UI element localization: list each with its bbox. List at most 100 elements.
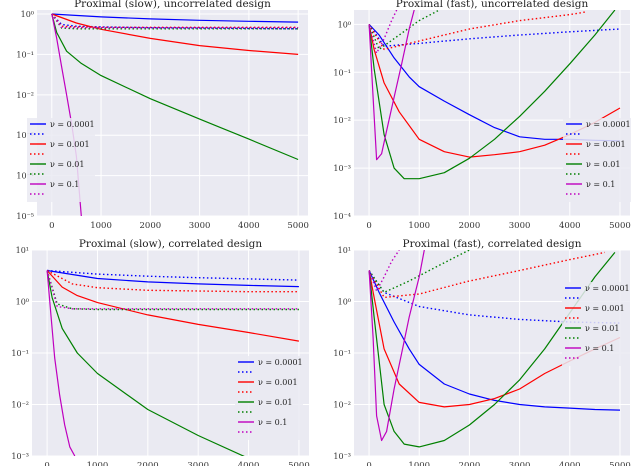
x-tick-label: 5000 (288, 461, 310, 466)
x-tick-label: 3000 (189, 221, 211, 231)
x-tick-label: 2000 (137, 461, 159, 466)
series-line-5 (46, 270, 245, 456)
series-line-1 (47, 269, 299, 288)
legend-label: ν = 0.01 (585, 324, 619, 333)
x-tick-label: 4000 (238, 461, 260, 466)
y-tick-label: 10⁻¹ (333, 68, 351, 77)
series-line-2 (51, 13, 299, 30)
x-tick-label: 0 (366, 221, 371, 231)
legend-label: ν = 0.0001 (258, 358, 303, 367)
x-tick-label: 2000 (140, 221, 162, 231)
legend: ν = 0.0001 ν = 0.001 ν = 0.01 ν = 0.1 (235, 356, 303, 440)
series-line-4 (368, 11, 585, 51)
y-tick-label: 10⁻² (16, 91, 34, 100)
y-tick-label: 10⁻¹ (333, 349, 351, 358)
legend-background (563, 118, 631, 202)
series-line-4 (368, 251, 606, 299)
y-tick-label: 10⁻³ (16, 131, 34, 140)
y-tick-label: 10⁻⁵ (16, 212, 34, 221)
x-tick-label: 1000 (408, 461, 430, 466)
x-tick-label: 1000 (90, 221, 112, 231)
legend-label: ν = 0.01 (586, 160, 620, 169)
x-tick-label: 3000 (509, 461, 531, 466)
legend-label: ν = 0.001 (258, 378, 298, 387)
legend-label: ν = 0.1 (258, 418, 287, 427)
series-line-6 (46, 270, 299, 311)
legend-label: ν = 0.1 (586, 180, 615, 189)
y-tick-label: 10⁻³ (333, 452, 351, 461)
y-tick-label: 10⁻³ (333, 164, 351, 173)
y-tick-label: 10⁰ (16, 298, 29, 307)
y-tick-label: 10⁻³ (11, 452, 29, 461)
series-line-8 (51, 13, 299, 29)
chart-panel-3: Proximal (slow), correlated design 0 1000 2… (11, 238, 310, 470)
legend-label: ν = 0.001 (50, 140, 90, 149)
x-tick-label: 1000 (408, 221, 430, 231)
x-tick-label: 4000 (238, 221, 260, 231)
x-tick-label: 1000 (87, 461, 109, 466)
y-tick-label: 10⁻¹ (16, 50, 34, 59)
x-tick-label: 4000 (559, 461, 581, 466)
legend-label: ν = 0.0001 (50, 120, 95, 129)
legend-label: ν = 0.01 (50, 160, 84, 169)
legend-label: ν = 0.001 (585, 304, 625, 313)
x-tick-label: 3000 (509, 221, 531, 231)
y-tick-label: 10¹ (16, 246, 29, 255)
x-tick-label: 4000 (559, 221, 581, 231)
x-tick-label: 2000 (459, 461, 481, 466)
series-line-4 (46, 269, 299, 293)
series-line-2 (368, 24, 621, 47)
x-tick-label: 0 (49, 221, 54, 231)
y-tick-label: 10⁰ (21, 10, 34, 19)
chart-panel-4: Proximal (fast), correlated design 0 1000 2… (333, 238, 631, 470)
y-tick-label: 10⁻⁴ (16, 172, 34, 181)
legend-label: ν = 0.0001 (585, 284, 630, 293)
legend-label: ν = 0.1 (50, 180, 79, 189)
legend: ν = 0.0001 ν = 0.001 ν = 0.01 ν = 0.1 (563, 118, 631, 202)
series-line-8 (46, 270, 299, 310)
y-tick-label: 10⁻² (333, 116, 351, 125)
series-line-3 (46, 270, 300, 342)
series-line-6 (368, 250, 470, 294)
y-tick-label: 10⁻² (11, 401, 29, 410)
y-tick-label: 10¹ (338, 246, 351, 255)
series-line-6 (51, 13, 299, 30)
x-tick-label: 0 (44, 461, 49, 466)
legend-label: ν = 0.1 (585, 344, 614, 353)
chart-title: Proximal (fast), uncorrelated design (396, 0, 589, 10)
series-line-1 (368, 270, 621, 411)
x-tick-label: 0 (366, 461, 371, 466)
chart-title: Proximal (fast), correlated design (403, 238, 582, 250)
chart-panel-2: Proximal (fast), uncorrelated design 0 100… (333, 0, 631, 231)
y-tick-label: 10⁻¹ (11, 349, 29, 358)
y-tick-label: 10⁰ (338, 298, 351, 307)
series-line-5 (368, 10, 616, 180)
series-line-7 (46, 270, 76, 456)
series-line-7 (368, 250, 425, 442)
chart-title: Proximal (slow), correlated design (79, 238, 262, 250)
y-tick-label: 10⁻² (333, 401, 351, 410)
legend-background (27, 118, 95, 202)
legend-label: ν = 0.001 (586, 140, 626, 149)
series-line-5 (51, 13, 299, 161)
x-tick-label: 5000 (287, 221, 309, 231)
chart-title: Proximal (slow), uncorrelated design (74, 0, 271, 10)
series-line-1 (51, 13, 299, 23)
legend-background (235, 356, 303, 440)
legend-background (562, 282, 630, 366)
x-tick-label: 2000 (459, 221, 481, 231)
chart-panel-1: Proximal (slow), uncorrelated design 0 100… (16, 0, 309, 231)
y-tick-label: 10⁻⁴ (333, 212, 351, 221)
legend: ν = 0.0001 ν = 0.001 ν = 0.01 ν = 0.1 (27, 118, 95, 202)
legend: ν = 0.0001 ν = 0.001 ν = 0.01 ν = 0.1 (562, 282, 630, 366)
series-line-3 (51, 13, 299, 55)
x-tick-label: 3000 (187, 461, 209, 466)
x-tick-label: 5000 (609, 461, 631, 466)
x-tick-label: 5000 (609, 221, 631, 231)
series-line-7 (368, 10, 415, 161)
legend-label: ν = 0.0001 (586, 120, 631, 129)
legend-label: ν = 0.01 (258, 398, 292, 407)
y-tick-label: 10⁰ (338, 20, 351, 29)
